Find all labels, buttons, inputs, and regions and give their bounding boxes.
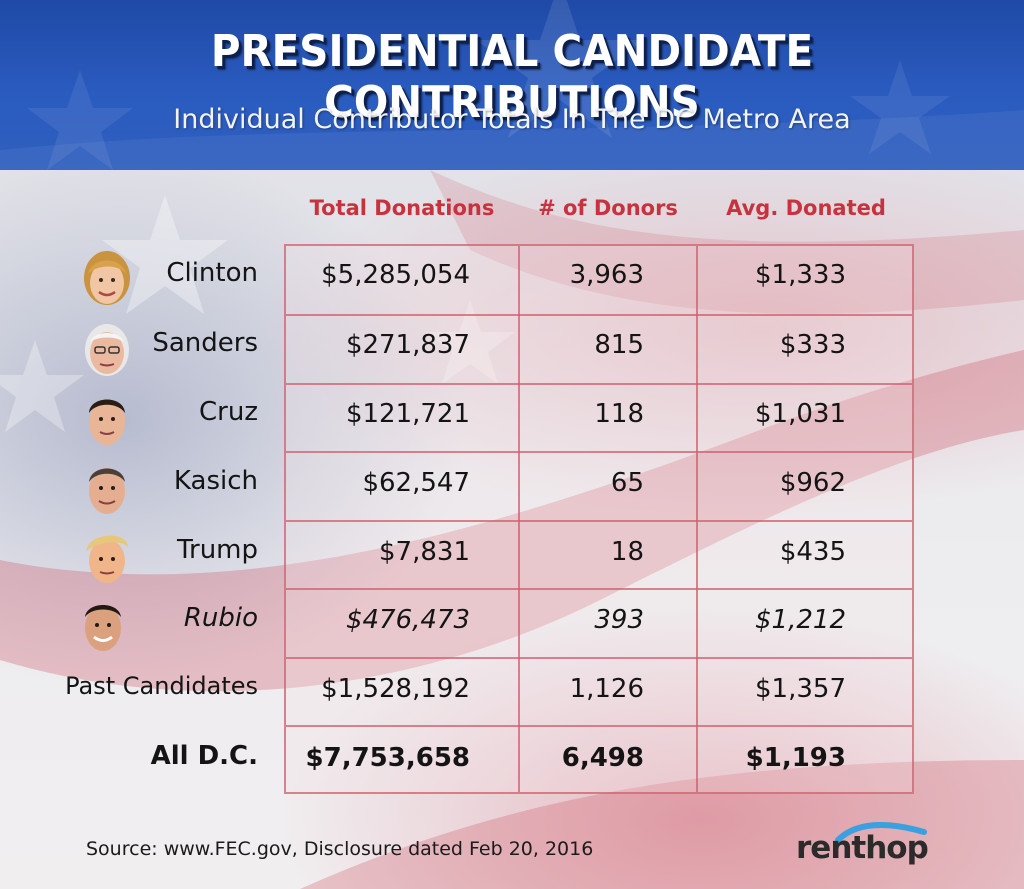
grid-divider [286,725,912,727]
grid-divider [286,383,912,385]
cruz-face-icon [89,399,125,445]
clinton-face-icon [84,251,130,305]
avg-donated-value: $1,333 [755,260,846,290]
avg-donated-value: $333 [779,330,846,360]
header-stars-decoration [0,0,1024,170]
candidate-name: Trump [176,535,258,565]
data-table-grid [284,244,914,794]
source-note: Source: www.FEC.gov, Disclosure dated Fe… [86,838,594,860]
avg-donated-value: $435 [779,537,846,567]
avg-donated-value: $1,212 [755,605,846,635]
donor-count-value: 18 [610,537,644,567]
table-row: Clinton $5,285,054 3,963 $1,333 [0,242,1024,310]
table-row-total: All D.C. $7,753,658 6,498 $1,193 [0,725,1024,793]
candidate-name: Clinton [166,258,258,288]
donor-count-value: 6,498 [561,743,644,773]
grid-divider [286,451,912,453]
header-banner: PRESIDENTIAL CANDIDATE CONTRIBUTIONS Ind… [0,0,1024,170]
page-subtitle: Individual Contributor Totals In The DC … [173,104,851,135]
candidate-name: All D.C. [150,741,258,771]
kasich-face-icon [89,468,125,514]
total-donations-value: $5,285,054 [321,260,470,290]
candidate-name: Sanders [152,328,258,358]
donor-count-value: 1,126 [569,674,644,704]
total-donations-value: $7,831 [379,537,470,567]
donor-count-value: 65 [610,468,644,498]
donor-count-value: 815 [594,330,644,360]
candidate-name: Rubio [183,603,258,633]
table-row: Trump $7,831 18 $435 [0,519,1024,587]
total-donations-value: $271,837 [345,330,470,360]
total-donations-value: $121,721 [345,399,470,429]
total-donations-value: $476,473 [345,605,470,635]
donor-count-value: 393 [594,605,644,635]
column-header-total-donations: Total Donations [309,196,495,220]
candidate-name: Past Candidates [65,672,258,700]
trump-face-icon [86,535,128,583]
candidate-name: Kasich [173,466,258,496]
rubio-face-icon [85,605,121,651]
grid-divider [286,657,912,659]
avg-donated-value: $1,193 [745,743,846,773]
page-title: PRESIDENTIAL CANDIDATE CONTRIBUTIONS [210,26,814,128]
table-row: Past Candidates $1,528,192 1,126 $1,357 [0,656,1024,724]
total-donations-value: $62,547 [362,468,470,498]
sanders-face-icon [85,324,129,376]
table-row: Cruz $121,721 118 $1,031 [0,381,1024,449]
table-row: Kasich $62,547 65 $962 [0,450,1024,518]
renthop-arc-icon [835,822,927,843]
total-donations-value: $7,753,658 [305,743,470,773]
table-row: Sanders $271,837 815 $333 [0,312,1024,380]
avg-donated-value: $1,357 [755,674,846,704]
donor-count-value: 3,963 [569,260,644,290]
grid-divider [286,588,912,590]
grid-divider [286,314,912,316]
grid-divider [518,246,520,792]
renthop-logo: renthop [796,830,929,866]
donor-count-value: 118 [594,399,644,429]
total-donations-value: $1,528,192 [321,674,470,704]
grid-divider [696,246,698,792]
table-row: Rubio $476,473 393 $1,212 [0,587,1024,655]
column-header-number-of-donors: # of Donors [538,196,678,220]
column-header-avg-donated: Avg. Donated [726,196,886,220]
avg-donated-value: $1,031 [755,399,846,429]
candidate-name: Cruz [199,397,258,427]
avg-donated-value: $962 [779,468,846,498]
grid-divider [286,520,912,522]
